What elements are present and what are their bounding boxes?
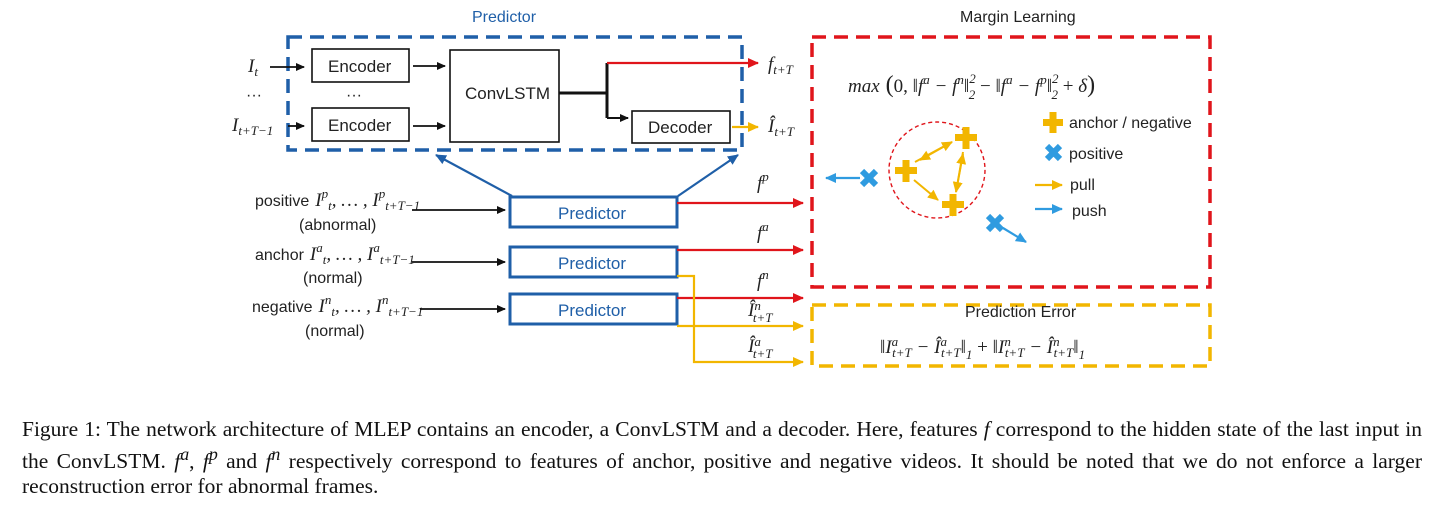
positive-x-marker bbox=[985, 213, 1005, 233]
anchor-plus-marker bbox=[942, 194, 964, 216]
pull-arrow bbox=[919, 141, 953, 161]
legend-positive-label: positive bbox=[1069, 146, 1123, 163]
negative-seq-sub: (normal) bbox=[305, 323, 365, 340]
predictor-anchor-label: Predictor bbox=[558, 254, 626, 273]
legend-positive-icon bbox=[1044, 143, 1063, 162]
figure-caption: Figure 1: The network architecture of ML… bbox=[22, 417, 1422, 499]
anchor-plus-marker bbox=[895, 160, 917, 182]
predictor-link-right bbox=[677, 154, 739, 197]
prediction-error-formula: ‖Ia t+T − Îa t+T‖1 + ‖In t+T − În t+T‖1 bbox=[880, 334, 1085, 362]
predictor-link-left bbox=[435, 154, 513, 197]
input-ilast-label: It+T−1 bbox=[231, 115, 273, 138]
predictor-box-positive bbox=[508, 195, 679, 229]
predictor-negative-label: Predictor bbox=[558, 301, 626, 320]
output-f-label: ft+T bbox=[768, 54, 794, 77]
predictor-frame bbox=[286, 35, 744, 152]
decoder-box bbox=[631, 110, 731, 144]
encoder-top-label: Encoder bbox=[328, 57, 392, 76]
positive-x-marker bbox=[859, 168, 879, 188]
margin-learning-frame bbox=[810, 35, 1212, 289]
predictor-box-negative bbox=[508, 292, 679, 326]
decoder-label: Decoder bbox=[648, 118, 713, 137]
anchor-seq-sub: (normal) bbox=[303, 270, 363, 287]
positive-seq-label: positive Ipt, … , Ipt+T−1 bbox=[255, 186, 420, 213]
encoder-bottom-label: Encoder bbox=[328, 116, 392, 135]
predictor-positive-label: Predictor bbox=[558, 204, 626, 223]
in-hat-label: În t+T bbox=[747, 298, 773, 325]
negative-seq-label: negative Int, … , Int+T−1 bbox=[252, 292, 423, 319]
legend-anchor-label: anchor / negative bbox=[1069, 115, 1192, 132]
legend-pull-label: pull bbox=[1070, 177, 1095, 194]
legend-push-label: push bbox=[1072, 203, 1107, 220]
input-dots: ··· bbox=[246, 87, 262, 104]
output-ihat-label: Ît+T bbox=[767, 115, 795, 139]
prediction-error-frame bbox=[810, 303, 1212, 368]
fn-label: fn bbox=[757, 267, 769, 292]
fp-label: fp bbox=[757, 169, 769, 194]
anchor-plus-marker bbox=[955, 127, 977, 149]
legend-anchor-icon bbox=[1043, 112, 1063, 133]
fa-label: fa bbox=[757, 219, 769, 244]
encoder-box-bottom bbox=[311, 107, 410, 142]
convlstm-box bbox=[449, 49, 560, 143]
pull-arrow bbox=[913, 179, 939, 201]
anchor-seq-label: anchor Iat, … , Iat+T−1 bbox=[255, 240, 415, 267]
encoder-box-top bbox=[311, 48, 410, 83]
cluster-circle bbox=[888, 121, 986, 219]
predictor-box-anchor bbox=[508, 245, 679, 279]
push-arrow bbox=[1002, 227, 1027, 243]
convlstm-label: ConvLSTM bbox=[465, 84, 550, 103]
predictor-title: Predictor bbox=[472, 9, 537, 26]
margin-formula: max (0, ‖fa − fn‖2 2 − ‖fa − fp‖2 2 + δ) bbox=[848, 71, 1095, 102]
prediction-error-title: Prediction Error bbox=[965, 304, 1077, 321]
input-it-label: It bbox=[247, 56, 258, 79]
encoder-dots: ··· bbox=[346, 87, 362, 104]
pull-arrow bbox=[955, 153, 967, 193]
ia-hat-label: Îa t+T bbox=[747, 334, 773, 361]
ia-hat-arrow bbox=[677, 274, 804, 367]
margin-learning-title: Margin Learning bbox=[960, 9, 1076, 26]
positive-seq-sub: (abnormal) bbox=[299, 217, 376, 234]
